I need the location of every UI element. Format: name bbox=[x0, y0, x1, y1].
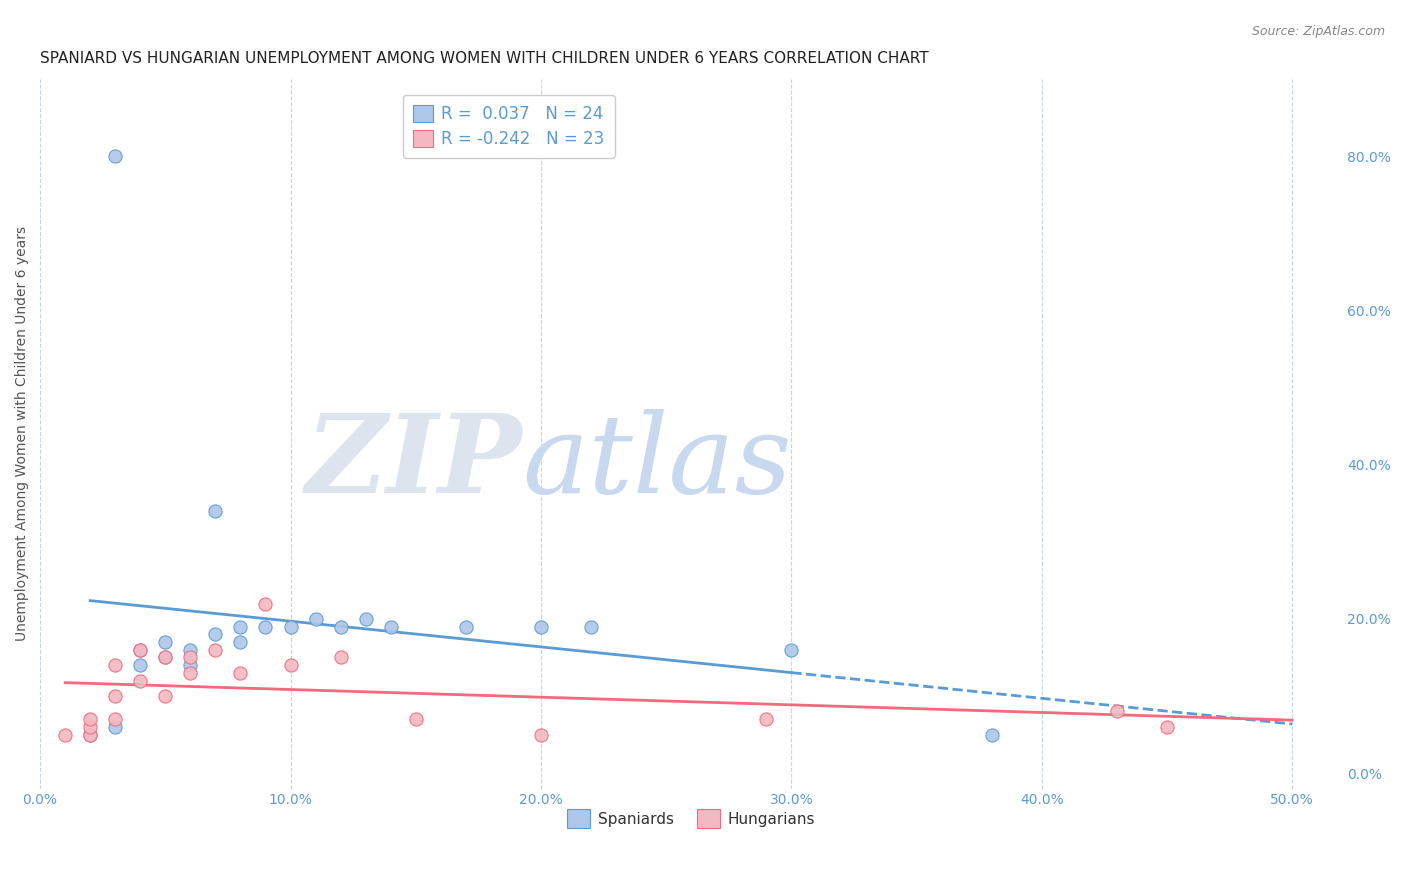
Point bbox=[530, 728, 553, 742]
Point bbox=[155, 689, 177, 703]
Point bbox=[155, 635, 177, 649]
Point bbox=[179, 665, 201, 680]
Point bbox=[380, 620, 402, 634]
Y-axis label: Unemployment Among Women with Children Under 6 years: Unemployment Among Women with Children U… bbox=[15, 227, 30, 641]
Point bbox=[329, 650, 352, 665]
Point bbox=[530, 620, 553, 634]
Point bbox=[229, 665, 252, 680]
Point bbox=[79, 720, 101, 734]
Point bbox=[304, 612, 326, 626]
Point bbox=[79, 728, 101, 742]
Point bbox=[405, 712, 427, 726]
Point bbox=[254, 620, 277, 634]
Legend: Spaniards, Hungarians: Spaniards, Hungarians bbox=[561, 803, 821, 834]
Point bbox=[579, 620, 602, 634]
Point bbox=[454, 620, 477, 634]
Point bbox=[155, 650, 177, 665]
Point bbox=[129, 642, 152, 657]
Point bbox=[204, 504, 226, 518]
Point bbox=[53, 728, 76, 742]
Point bbox=[280, 658, 302, 673]
Point bbox=[104, 720, 127, 734]
Point bbox=[329, 620, 352, 634]
Point bbox=[179, 658, 201, 673]
Point bbox=[755, 712, 778, 726]
Point bbox=[1105, 705, 1128, 719]
Point bbox=[129, 658, 152, 673]
Point bbox=[780, 642, 803, 657]
Point bbox=[104, 689, 127, 703]
Point bbox=[129, 673, 152, 688]
Point bbox=[980, 728, 1002, 742]
Point bbox=[104, 149, 127, 163]
Point bbox=[280, 620, 302, 634]
Point bbox=[179, 650, 201, 665]
Point bbox=[79, 728, 101, 742]
Point bbox=[1156, 720, 1178, 734]
Point bbox=[229, 620, 252, 634]
Point bbox=[104, 712, 127, 726]
Point bbox=[204, 627, 226, 641]
Point bbox=[79, 712, 101, 726]
Point bbox=[354, 612, 377, 626]
Text: SPANIARD VS HUNGARIAN UNEMPLOYMENT AMONG WOMEN WITH CHILDREN UNDER 6 YEARS CORRE: SPANIARD VS HUNGARIAN UNEMPLOYMENT AMONG… bbox=[41, 51, 929, 66]
Point bbox=[179, 642, 201, 657]
Text: atlas: atlas bbox=[522, 409, 792, 516]
Point bbox=[229, 635, 252, 649]
Text: ZIP: ZIP bbox=[305, 409, 522, 516]
Point bbox=[254, 597, 277, 611]
Point bbox=[129, 642, 152, 657]
Point bbox=[155, 650, 177, 665]
Point bbox=[204, 642, 226, 657]
Text: Source: ZipAtlas.com: Source: ZipAtlas.com bbox=[1251, 25, 1385, 38]
Point bbox=[104, 658, 127, 673]
